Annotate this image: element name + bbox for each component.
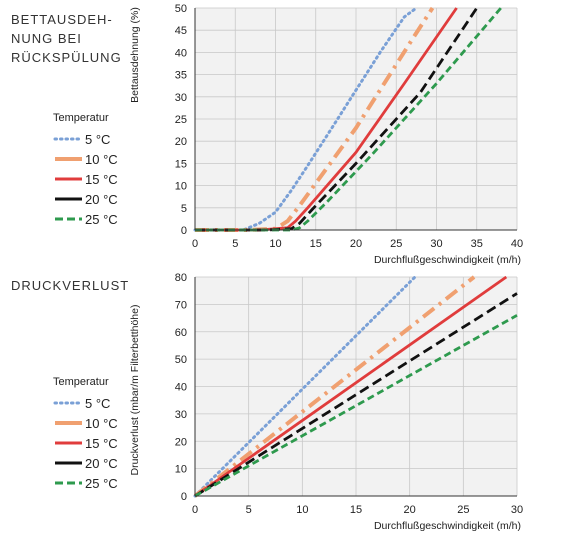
y-tick-label: 50 [175, 3, 187, 15]
legend-label: 20 °C [85, 191, 118, 207]
legend-label: 15 °C [85, 171, 118, 187]
x-tick-label: 30 [430, 238, 442, 250]
chart2-title: DRUCKVERLUST [11, 278, 130, 293]
y-tick-label: 40 [175, 47, 187, 59]
legend-swatch [55, 421, 82, 425]
bed-expansion-chart: 0 5 10 15 20 25 30 35 40 0 5 10 15 20 25 30 35 40 45 50 Durc… [129, 3, 523, 266]
x-tick-label: 20 [404, 504, 416, 516]
legend-item: 10 °C [53, 413, 118, 433]
y-tick-label: 15 [175, 158, 187, 170]
legend-item: 5 °C [53, 393, 118, 413]
y-tick-label: 30 [175, 92, 187, 104]
legend-label: 10 °C [85, 415, 118, 431]
x-tick-label: 0 [192, 504, 198, 516]
legend-item: 20 °C [53, 189, 118, 209]
legend-swatch [53, 137, 83, 141]
x-tick-label: 30 [511, 504, 523, 516]
legend-item: 25 °C [53, 209, 118, 229]
x-tick-label: 40 [511, 238, 523, 250]
y-tick-label: 80 [175, 272, 187, 284]
y-axis-label: Druckverlust (mbar/m Filterbetthöhe) [129, 305, 141, 476]
legend-label: 5 °C [85, 131, 111, 147]
x-axis-label: Durchflußgeschwindigkeit (m/h) [374, 254, 521, 266]
legend-item: 15 °C [53, 433, 118, 453]
legend-item: 5 °C [53, 129, 118, 149]
chart1-legend: Temperatur 5 °C 10 °C 15 °C 20 °C 25 °C [53, 112, 118, 229]
y-tick-label: 10 [175, 464, 187, 476]
y-axis-label: Bettausdehnung (%) [129, 7, 141, 103]
series-line-2 [193, 275, 476, 498]
y-tick-label: 50 [175, 354, 187, 366]
x-tick-label: 15 [310, 238, 322, 250]
legend-title: Temperatur [53, 376, 109, 388]
series-line-1 [193, 275, 417, 498]
y-tick-label: 25 [175, 114, 187, 126]
x-tick-label: 5 [246, 504, 252, 516]
series-line-4 [194, 292, 518, 498]
x-tick-label: 15 [350, 504, 362, 516]
legend-swatch [55, 177, 82, 181]
x-tick-label: 20 [350, 238, 362, 250]
legend-item: 15 °C [53, 169, 118, 189]
chart1-title: BETTAUSDEH- NUNG BEI RÜCKSPÜLUNG [11, 12, 122, 65]
y-tick-label: 10 [175, 181, 187, 193]
series-line-5 [194, 314, 518, 498]
series-line-1 [193, 6, 418, 232]
legend-swatch [55, 481, 82, 485]
pressure-loss-chart: 0 5 10 15 20 25 30 0 10 20 30 40 50 60 70 80 Durchflußge… [129, 272, 523, 532]
y-tick-label: 70 [175, 299, 187, 311]
legend-swatch [55, 157, 82, 161]
x-tick-label: 25 [457, 504, 469, 516]
x-tick-label: 5 [232, 238, 238, 250]
legend-swatch [55, 461, 82, 465]
y-tick-label: 0 [181, 491, 187, 503]
y-tick-label: 40 [175, 382, 187, 394]
series-line-3 [194, 275, 508, 498]
x-tick-label: 25 [390, 238, 402, 250]
y-tick-label: 35 [175, 70, 187, 82]
y-tick-label: 20 [175, 136, 187, 148]
x-tick-label: 0 [192, 238, 198, 250]
y-tick-label: 30 [175, 409, 187, 421]
y-tick-label: 60 [175, 327, 187, 339]
x-axis-label: Durchflußgeschwindigkeit (m/h) [374, 520, 521, 532]
legend-item: 25 °C [53, 473, 118, 493]
legend-label: 5 °C [85, 395, 111, 411]
legend-swatch [55, 197, 82, 201]
x-tick-label: 10 [296, 504, 308, 516]
y-tick-label: 0 [181, 225, 187, 237]
y-tick-label: 45 [175, 25, 187, 37]
x-tick-label: 10 [269, 238, 281, 250]
legend-item: 10 °C [53, 149, 118, 169]
x-tick-label: 35 [471, 238, 483, 250]
legend-label: 25 °C [85, 211, 118, 227]
y-tick-label: 5 [181, 203, 187, 215]
legend-swatch [55, 441, 82, 445]
chart2-legend: Temperatur 5 °C 10 °C 15 °C 20 °C 25 °C [53, 376, 118, 493]
legend-swatch [55, 217, 82, 221]
series-line-2 [195, 6, 435, 232]
legend-swatch [53, 401, 83, 405]
legend-label: 15 °C [85, 435, 118, 451]
legend-label: 10 °C [85, 151, 118, 167]
legend-item: 20 °C [53, 453, 118, 473]
legend-label: 25 °C [85, 475, 118, 491]
legend-title: Temperatur [53, 112, 109, 124]
legend-label: 20 °C [85, 455, 118, 471]
y-tick-label: 20 [175, 436, 187, 448]
